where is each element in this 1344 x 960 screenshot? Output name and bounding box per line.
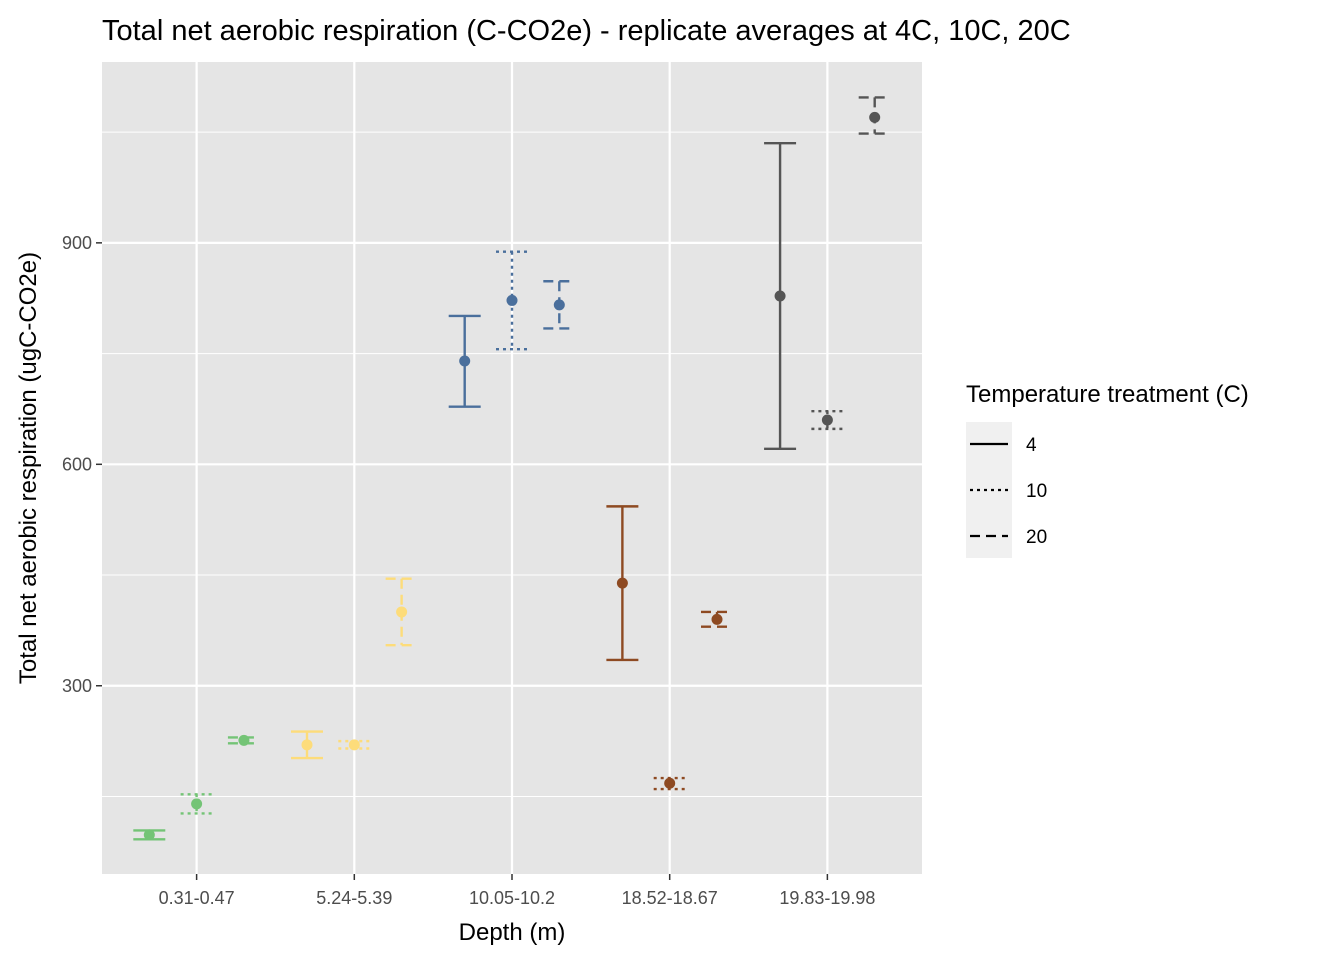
data-point	[301, 739, 313, 751]
x-tick-label: 0.31-0.47	[159, 888, 235, 908]
data-point	[664, 777, 676, 789]
data-point	[459, 355, 471, 367]
legend-label-10: 10	[1026, 481, 1047, 502]
y-axis-title: Total net aerobic respiration (ugC-CO2e)	[15, 252, 42, 684]
y-tick-label: 300	[62, 676, 92, 696]
data-point	[821, 414, 833, 426]
y-tick-label: 900	[62, 233, 92, 253]
data-point	[396, 606, 408, 618]
x-tick-label: 18.52-18.67	[622, 888, 718, 908]
data-point	[238, 734, 250, 746]
x-axis: 0.31-0.47 5.24-5.39 10.05-10.2 18.52-18.67 1…	[159, 874, 875, 908]
x-axis-title: Depth (m)	[459, 919, 566, 946]
data-point	[506, 294, 518, 306]
data-point	[553, 299, 565, 311]
legend: Temperature treatment (C) 4 10 20	[966, 381, 1249, 558]
data-point	[191, 798, 203, 810]
y-tick-label: 600	[62, 454, 92, 474]
data-point	[616, 577, 628, 589]
data-point	[143, 829, 155, 841]
grid-major	[102, 62, 922, 874]
x-tick-label: 5.24-5.39	[316, 888, 392, 908]
data-marks	[133, 96, 891, 841]
legend-title: Temperature treatment (C)	[966, 381, 1249, 408]
x-tick-label: 10.05-10.2	[469, 888, 555, 908]
x-tick-label: 19.83-19.98	[779, 888, 875, 908]
y-axis: 300 600 900	[62, 233, 102, 696]
errorbar	[496, 250, 528, 351]
chart-title: Total net aerobic respiration (C-CO2e) -…	[102, 15, 1071, 47]
legend-label-4: 4	[1026, 435, 1037, 456]
data-point	[869, 111, 881, 123]
data-point	[348, 739, 360, 751]
data-point	[711, 613, 723, 625]
data-point	[774, 290, 786, 302]
legend-label-20: 20	[1026, 527, 1047, 548]
